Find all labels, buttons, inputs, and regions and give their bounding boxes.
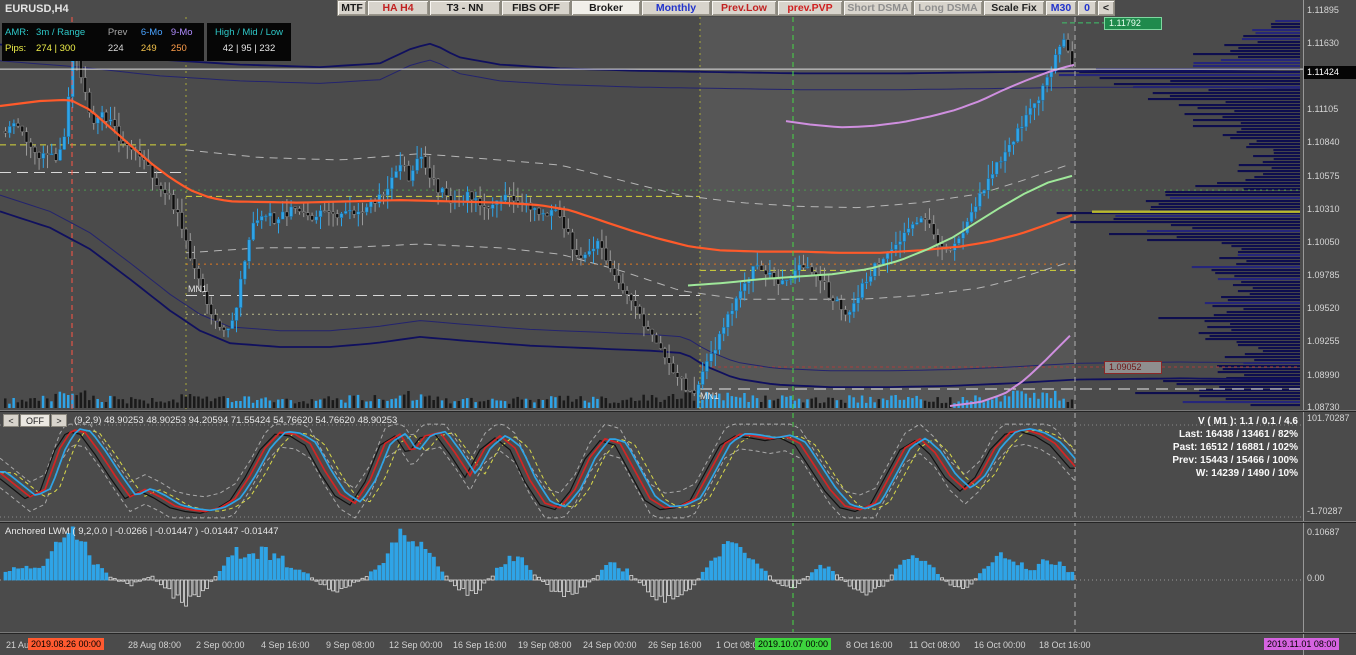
volume-stat-line: V ( M1 ): 1.1 / 0.1 / 4.6: [1197, 416, 1298, 427]
current-price-badge: 1.11424: [1304, 66, 1356, 79]
price-tick: 1.08990: [1307, 370, 1340, 380]
time-label: 12 Sep 00:00: [389, 640, 443, 650]
toolbar-button-scale-fix[interactable]: Scale Fix: [983, 0, 1045, 16]
toolbar-button-0[interactable]: 0: [1077, 0, 1097, 16]
time-axis[interactable]: 21 Aug 2019.08.26 00:00 28 Aug 08:00 2 Sep …: [0, 634, 1356, 655]
lwma-scale-max: 0.10687: [1307, 527, 1340, 537]
volume-stat-line: Prev: 15443 / 15466 / 100%: [1172, 455, 1298, 466]
amr-value: 224: [107, 43, 124, 54]
amr-row-label: Pips:: [5, 43, 27, 54]
amr-value: 250: [170, 43, 187, 54]
volume-stat-line: Last: 16438 / 13461 / 82%: [1179, 429, 1298, 440]
price-tick: 1.10310: [1307, 204, 1340, 214]
stoch-scale-min: -1.70287: [1307, 506, 1343, 516]
time-label: 8 Oct 16:00: [846, 640, 893, 650]
time-label: 21 Aug: [6, 640, 35, 650]
price-tick: 1.08730: [1307, 402, 1340, 412]
symbol-title: EURUSD,H4: [5, 3, 69, 15]
toolbar-button-broker[interactable]: Broker: [571, 0, 641, 16]
time-label: 1 Oct 08:00: [716, 640, 763, 650]
time-label: 11 Oct 08:00: [909, 640, 960, 650]
time-label: 26 Sep 16:00: [648, 640, 702, 650]
volume-stat-line: Past: 16512 / 16881 / 102%: [1172, 442, 1298, 453]
date-marker: 2019.11.01 08:00: [1264, 638, 1340, 650]
price-tick: 1.10840: [1307, 137, 1340, 147]
time-label: 2 Sep 00:00: [196, 640, 245, 650]
time-label: 28 Aug 08:00: [128, 640, 182, 650]
time-label: 24 Sep 00:00: [583, 640, 637, 650]
volume-stats-panel: V ( M1 ): 1.1 / 0.1 / 4.6 Last: 16438 / 1…: [1172, 415, 1298, 480]
level-price-label: 1.09052: [1104, 361, 1162, 374]
hml-values: 42 | 95 | 232: [222, 43, 276, 54]
time-label: 18 Oct 16:00: [1039, 640, 1091, 650]
toolbar-button-monthly[interactable]: Monthly: [641, 0, 711, 16]
time-label: 16 Sep 16:00: [453, 640, 507, 650]
amr-info-panel: AMR: 3m / Range Prev 6-Mo 9-Mo Pips: 274 | 300…: [2, 23, 204, 61]
time-label: 9 Sep 08:00: [326, 640, 375, 650]
time-label: 16 Oct 00:00: [974, 640, 1026, 650]
toolbar-button-mtf[interactable]: MTF: [337, 0, 367, 16]
toolbar-button--[interactable]: <: [1097, 0, 1115, 16]
price-tick: 1.09255: [1307, 336, 1340, 346]
stoch-scale-max: 101.70287: [1307, 413, 1350, 423]
time-label: 4 Sep 16:00: [261, 640, 310, 650]
amr-value: 274 | 300: [36, 43, 76, 54]
price-tick: 1.09520: [1307, 303, 1340, 313]
stoch-next-button[interactable]: >: [51, 414, 67, 427]
stoch-header: (9,2,9) 48.90253 48.90253 94.20594 71.55…: [74, 415, 398, 426]
toolbar-button-t3-nn[interactable]: T3 - NN: [429, 0, 501, 16]
amr-value: 6-Mo: [140, 27, 163, 38]
panel-separator[interactable]: [0, 521, 1356, 523]
toolbar-button-fibs-off[interactable]: FIBS OFF: [501, 0, 571, 16]
target-price-label: 1.11792: [1104, 17, 1162, 30]
amr-value: 9-Mo: [170, 27, 193, 38]
stoch-off-button[interactable]: OFF: [20, 414, 50, 427]
mn1-label: MN1: [188, 284, 208, 294]
price-tick: 1.10575: [1307, 171, 1340, 181]
hml-title: High / Mid / Low: [214, 27, 284, 38]
toolbar-button-short-dsma[interactable]: Short DSMA: [843, 0, 913, 16]
time-label: 19 Sep 08:00: [518, 640, 572, 650]
price-tick: 1.09785: [1307, 270, 1340, 280]
toolbar-button-long-dsma[interactable]: Long DSMA: [913, 0, 983, 16]
toolbar-button-ha-h4[interactable]: HA H4: [367, 0, 429, 16]
lwma-scale-zero: 0.00: [1307, 573, 1325, 583]
date-marker: 2019.08.26 00:00: [28, 638, 105, 650]
price-tick: 1.11895: [1307, 5, 1339, 15]
toolbar-button-prev-pvp[interactable]: prev.PVP: [777, 0, 843, 16]
date-marker: 2019.10.07 00:00: [755, 638, 832, 650]
price-tick: 1.10050: [1307, 237, 1340, 247]
high-mid-low-panel: High / Mid / Low 42 | 95 | 232: [207, 23, 291, 61]
toolbar-button-prev-low[interactable]: Prev.Low: [711, 0, 777, 16]
stoch-prev-button[interactable]: <: [3, 414, 19, 427]
amr-value: 3m / Range: [36, 27, 86, 38]
amr-row-label: AMR:: [5, 27, 29, 38]
lwma-header: Anchored LWM ( 9,2,0.0 | -0.0266 | -0.01…: [5, 526, 279, 537]
mn1-label: MN1: [700, 391, 720, 401]
amr-value: Prev: [107, 27, 128, 38]
toolbar-button-m30[interactable]: M30: [1045, 0, 1077, 16]
price-tick: 1.11105: [1307, 104, 1339, 114]
panel-separator[interactable]: [0, 410, 1356, 412]
amr-value: 249: [140, 43, 157, 54]
price-tick: 1.11630: [1307, 38, 1339, 48]
volume-stat-line: W: 14239 / 1490 / 10%: [1195, 468, 1298, 479]
panel-separator: [0, 632, 1356, 634]
price-scale-separator: [1303, 0, 1304, 655]
